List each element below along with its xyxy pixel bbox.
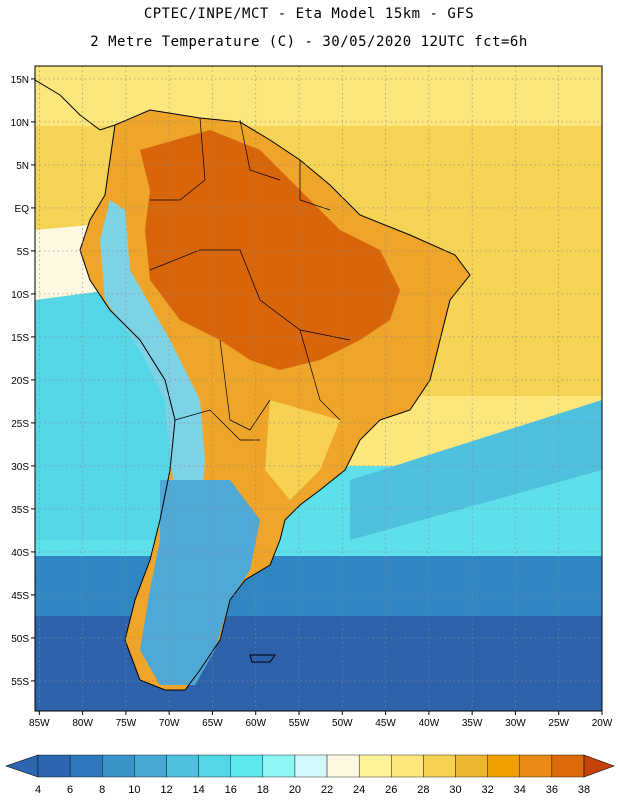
lat-label: 5N (16, 161, 29, 172)
lon-label: 65W (202, 718, 223, 729)
colorbar-label: 16 (225, 784, 237, 796)
colorbar-label: 36 (546, 784, 558, 796)
chart-title-line-1: CPTEC/INPE/MCT - Eta Model 15km - GFS (143, 6, 475, 22)
colorbar-label: 38 (578, 784, 590, 796)
lat-label: EQ (15, 204, 30, 215)
colorbar-swatch (69, 754, 103, 778)
colorbar-swatch (455, 754, 488, 778)
lat-label: 55S (11, 677, 29, 688)
colorbar-swatch (358, 754, 392, 778)
lat-label: 10S (11, 290, 29, 301)
lon-label: 70W (159, 718, 180, 729)
lon-label: 20W (592, 718, 613, 729)
lon-label: 40W (419, 718, 440, 729)
colorbar: 4 6 8 10 12 14 16 18 20 22 24 26 28 30 32 34 36 38 (5, 754, 615, 796)
colorbar-swatch (326, 754, 360, 778)
lon-label: 25W (548, 718, 569, 729)
colorbar-swatch (37, 754, 71, 778)
colorbar-label: 28 (417, 784, 429, 796)
colorbar-label: 4 (35, 784, 41, 796)
colorbar-swatch (102, 754, 135, 778)
map-field (35, 66, 602, 711)
colorbar-swatch (134, 754, 167, 778)
lat-label: 10N (11, 118, 29, 129)
lon-label: 60W (245, 718, 266, 729)
colorbar-label: 14 (192, 784, 204, 796)
colorbar-swatch (166, 754, 199, 778)
ocean-north-pale-band (35, 66, 602, 126)
lat-label: 40S (11, 548, 29, 559)
colorbar-label: 34 (514, 784, 526, 796)
central-america-coast (35, 79, 116, 131)
southern-brazil-zone (265, 400, 340, 500)
lon-label: 75W (116, 718, 137, 729)
colorbar-swatch (519, 754, 553, 778)
colorbar-swatch (230, 754, 264, 778)
colorbar-label: 24 (353, 784, 365, 796)
lat-label: 15N (11, 75, 29, 86)
colorbar-label: 18 (257, 784, 269, 796)
pacific-cool-tongue (35, 290, 175, 540)
lon-label: 55W (289, 718, 310, 729)
map-frame (34, 65, 603, 712)
colorbar-label: 6 (67, 784, 73, 796)
colorbar-label: 8 (99, 784, 105, 796)
lat-label: 30S (11, 462, 29, 473)
colorbar-low-arrow (5, 754, 39, 778)
lat-label: 25S (11, 419, 29, 430)
lat-label: 45S (11, 591, 29, 602)
patagonia-cold-zone (140, 480, 260, 685)
colorbar-swatch (262, 754, 296, 778)
longitude-labels: 85W 80W 75W 70W 65W 60W 55W 50W 45W 40W 35W 30W 25W 2… (29, 711, 613, 729)
lon-label: 45W (375, 718, 396, 729)
lon-label: 80W (72, 718, 93, 729)
colorbar-swatch (294, 754, 328, 778)
chart-title-line-2: 2 Metre Temperature (C) - 30/05/2020 12U… (90, 34, 528, 50)
colorbar-swatch (423, 754, 456, 778)
lat-label: 50S (11, 634, 29, 645)
coastline (79, 109, 471, 691)
lat-label: 5S (17, 247, 30, 258)
ocean-coldest-band (35, 616, 602, 711)
colorbar-label: 10 (128, 784, 140, 796)
lon-label: 85W (29, 718, 50, 729)
colorbar-swatch (551, 754, 585, 778)
latitude-labels: 15N 10N 5N EQ 5S 10S 15S 20S 25S 30S 35S 40S 45S 50S 5… (11, 75, 35, 688)
atlantic-cool-tongue (350, 400, 602, 540)
lat-label: 20S (11, 376, 29, 387)
country-borders (149, 117, 351, 441)
amazon-hot-zone (140, 130, 400, 370)
colorbar-swatch (391, 754, 424, 778)
colorbar-label: 30 (449, 784, 461, 796)
colorbar-label: 22 (321, 784, 333, 796)
falkland-islands (249, 654, 276, 663)
lat-label: 35S (11, 505, 29, 516)
lon-label: 50W (332, 718, 353, 729)
colorbar-swatch (198, 754, 231, 778)
graticule (35, 66, 602, 711)
colorbar-swatch (487, 754, 520, 778)
ocean-cold-band (35, 556, 602, 616)
colorbar-label: 20 (289, 784, 301, 796)
colorbar-label: 26 (385, 784, 397, 796)
lon-label: 30W (505, 718, 526, 729)
lon-label: 35W (462, 718, 483, 729)
colorbar-label: 12 (160, 784, 172, 796)
colorbar-high-arrow (583, 754, 615, 778)
colorbar-label: 32 (482, 784, 494, 796)
lat-label: 15S (11, 333, 29, 344)
